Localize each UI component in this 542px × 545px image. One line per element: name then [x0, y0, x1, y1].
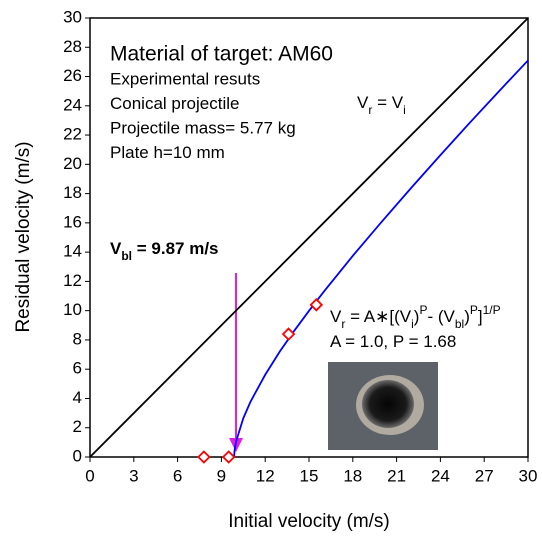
- x-tick-label: 21: [387, 466, 406, 485]
- x-tick-label: 0: [85, 466, 94, 485]
- x-tick-label: 24: [431, 466, 450, 485]
- x-tick-label: 12: [256, 466, 275, 485]
- y-axis-label: Residual velocity (m/s): [13, 141, 34, 332]
- y-tick-label: 16: [63, 212, 82, 231]
- y-tick-label: 0: [73, 446, 82, 465]
- y-tick-label: 12: [63, 271, 82, 290]
- y-tick-label: 30: [63, 7, 82, 26]
- annotation-part: i: [411, 317, 414, 331]
- series-line: [89, 17, 529, 458]
- x-tick-label: 30: [519, 466, 538, 485]
- y-tick-label: 10: [63, 300, 82, 319]
- marker: [309, 298, 324, 312]
- marker: [221, 450, 236, 464]
- annotation: A = 1.0, P = 1.68: [330, 332, 456, 351]
- annotation-part: V: [330, 307, 342, 326]
- annotation-part: P: [419, 303, 427, 317]
- photo: [328, 362, 438, 450]
- annotation-part: = A∗[(V: [345, 307, 411, 326]
- y-tick-label: 6: [73, 359, 82, 378]
- annotation-part: V: [110, 239, 122, 258]
- y-tick-label: 2: [73, 417, 82, 436]
- note: Projectile mass= 5.77 kg: [110, 118, 296, 137]
- x-tick-label: 18: [343, 466, 362, 485]
- annotation-part: ): [414, 307, 420, 326]
- annotation: Vr = A∗[(Vi)P- (Vbl)P]1/P: [330, 303, 501, 331]
- x-tick-label: 3: [129, 466, 138, 485]
- annotation-part: ): [464, 307, 470, 326]
- marker: [197, 450, 211, 464]
- y-tick-label: 20: [63, 154, 82, 173]
- annotation-part: = V: [372, 93, 403, 112]
- marker: [281, 327, 296, 341]
- annotation: Vbl = 9.87 m/s: [110, 239, 219, 263]
- annotation-part: - (V: [427, 307, 455, 326]
- series-line: [233, 59, 529, 458]
- x-tick-label: 27: [475, 466, 494, 485]
- annotation-part: bl: [455, 317, 464, 331]
- photo-hole: [362, 380, 414, 428]
- x-tick-label: 9: [217, 466, 226, 485]
- note: Experimental resuts: [110, 69, 260, 88]
- y-tick-label: 22: [63, 125, 82, 144]
- y-tick-label: 24: [63, 95, 82, 114]
- y-tick-label: 26: [63, 66, 82, 85]
- x-axis-label: Initial velocity (m/s): [228, 511, 390, 532]
- annotation-part: r: [368, 103, 372, 117]
- annotation-part: A = 1.0, P = 1.68: [330, 332, 456, 351]
- annotation-part: V: [357, 93, 369, 112]
- y-tick-label: 14: [63, 242, 82, 261]
- y-tick-label: 8: [73, 329, 82, 348]
- x-tick-label: 6: [173, 466, 182, 485]
- y-tick-label: 18: [63, 183, 82, 202]
- annotation-part: bl: [121, 249, 132, 263]
- note: Plate h=10 mm: [110, 143, 225, 162]
- annotation-part: i: [403, 103, 406, 117]
- annotation: Vr = Vi: [357, 93, 406, 117]
- annotation-part: = 9.87 m/s: [132, 239, 218, 258]
- note: Conical projectile: [110, 94, 239, 113]
- annotation-part: 1/P: [483, 303, 501, 317]
- y-tick-label: 28: [63, 37, 82, 56]
- annotation-part: P: [470, 303, 478, 317]
- chart-title: Material of target: AM60: [110, 43, 333, 66]
- y-tick-label: 4: [73, 388, 82, 407]
- annotation-part: ]: [478, 307, 483, 326]
- annotation-part: r: [341, 317, 345, 331]
- x-tick-label: 15: [300, 466, 319, 485]
